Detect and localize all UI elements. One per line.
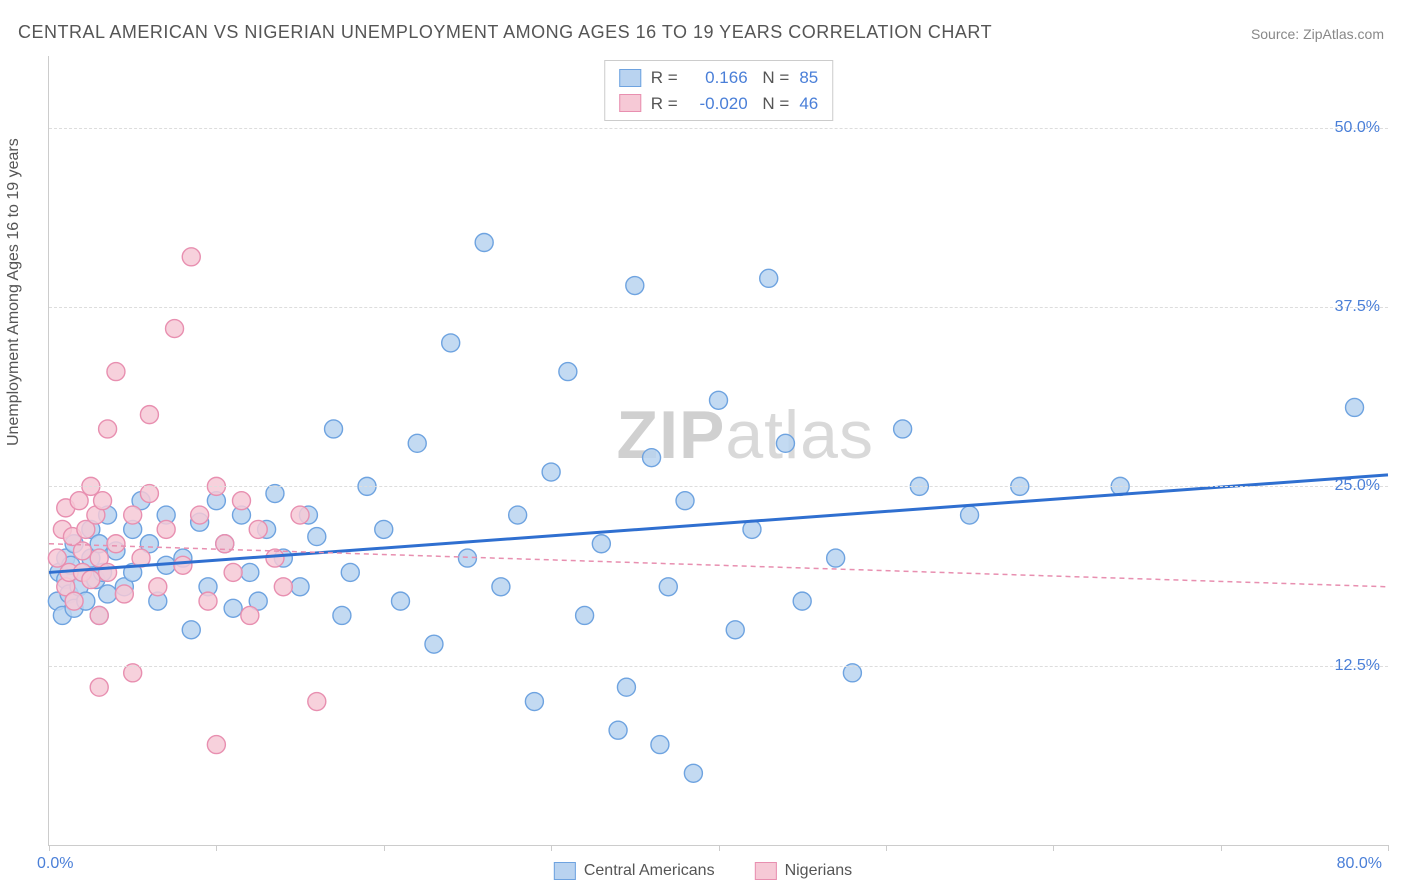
- legend-label: Central Americans: [584, 862, 715, 880]
- x-tick: [551, 845, 552, 851]
- trend-line: [49, 475, 1388, 573]
- data-point: [609, 721, 627, 739]
- data-point: [90, 606, 108, 624]
- data-point: [509, 506, 527, 524]
- data-point: [793, 592, 811, 610]
- data-point: [961, 506, 979, 524]
- y-tick-label: 12.5%: [1335, 657, 1380, 675]
- data-point: [626, 277, 644, 295]
- gridline: [49, 666, 1388, 667]
- chart-title: CENTRAL AMERICAN VS NIGERIAN UNEMPLOYMEN…: [18, 22, 992, 43]
- x-tick: [49, 845, 50, 851]
- data-point: [592, 535, 610, 553]
- data-point: [375, 520, 393, 538]
- y-tick-label: 37.5%: [1335, 298, 1380, 316]
- y-tick-label: 25.0%: [1335, 477, 1380, 495]
- data-point: [408, 434, 426, 452]
- data-point: [726, 621, 744, 639]
- data-point: [425, 635, 443, 653]
- data-point: [391, 592, 409, 610]
- data-point: [191, 506, 209, 524]
- data-point: [776, 434, 794, 452]
- data-point: [232, 492, 250, 510]
- data-point: [199, 592, 217, 610]
- chart-plot-area: ZIPatlas R =0.166 N =85 R =-0.020 N =46 …: [48, 56, 1388, 846]
- gridline: [49, 307, 1388, 308]
- data-point: [676, 492, 694, 510]
- data-point: [99, 563, 117, 581]
- data-point: [643, 449, 661, 467]
- legend-item: Nigerians: [755, 862, 853, 880]
- data-point: [525, 693, 543, 711]
- data-point: [308, 693, 326, 711]
- data-point: [710, 391, 728, 409]
- legend-swatch-icon: [554, 862, 576, 880]
- data-point: [65, 592, 83, 610]
- gridline: [49, 486, 1388, 487]
- data-point: [341, 563, 359, 581]
- data-point: [107, 363, 125, 381]
- data-point: [333, 606, 351, 624]
- data-point: [207, 736, 225, 754]
- data-point: [542, 463, 560, 481]
- data-point: [827, 549, 845, 567]
- data-point: [475, 233, 493, 251]
- data-point: [308, 528, 326, 546]
- x-tick: [384, 845, 385, 851]
- x-tick: [1053, 845, 1054, 851]
- gridline: [49, 128, 1388, 129]
- y-axis-label: Unemployment Among Ages 16 to 19 years: [5, 138, 23, 446]
- data-point: [617, 678, 635, 696]
- data-point: [140, 406, 158, 424]
- data-point: [274, 578, 292, 596]
- data-point: [249, 520, 267, 538]
- data-point: [107, 535, 125, 553]
- data-point: [241, 606, 259, 624]
- legend-item: Central Americans: [554, 862, 715, 880]
- data-point: [124, 506, 142, 524]
- y-tick-label: 50.0%: [1335, 119, 1380, 137]
- data-point: [149, 578, 167, 596]
- data-point: [1346, 398, 1364, 416]
- data-point: [760, 269, 778, 287]
- data-point: [94, 492, 112, 510]
- x-axis-min-label: 0.0%: [37, 855, 73, 873]
- data-point: [90, 678, 108, 696]
- data-point: [651, 736, 669, 754]
- data-point: [325, 420, 343, 438]
- data-point: [291, 506, 309, 524]
- data-point: [492, 578, 510, 596]
- data-point: [684, 764, 702, 782]
- data-point: [99, 585, 117, 603]
- x-tick: [886, 845, 887, 851]
- x-tick: [216, 845, 217, 851]
- x-tick: [1221, 845, 1222, 851]
- data-point: [241, 563, 259, 581]
- data-point: [182, 621, 200, 639]
- data-point: [576, 606, 594, 624]
- data-point: [224, 599, 242, 617]
- x-axis-max-label: 80.0%: [1337, 855, 1382, 873]
- data-point: [442, 334, 460, 352]
- data-point: [174, 556, 192, 574]
- data-point: [99, 420, 117, 438]
- data-point: [166, 320, 184, 338]
- data-point: [559, 363, 577, 381]
- scatter-plot-svg: [49, 56, 1388, 845]
- data-point: [224, 563, 242, 581]
- x-tick: [1388, 845, 1389, 851]
- source-label: Source: ZipAtlas.com: [1251, 26, 1384, 42]
- legend-label: Nigerians: [785, 862, 853, 880]
- data-point: [82, 571, 100, 589]
- data-point: [894, 420, 912, 438]
- legend-swatch-icon: [755, 862, 777, 880]
- data-point: [266, 549, 284, 567]
- data-point: [157, 520, 175, 538]
- data-point: [115, 585, 133, 603]
- series-legend: Central Americans Nigerians: [554, 862, 852, 880]
- x-tick: [719, 845, 720, 851]
- data-point: [182, 248, 200, 266]
- data-point: [291, 578, 309, 596]
- data-point: [659, 578, 677, 596]
